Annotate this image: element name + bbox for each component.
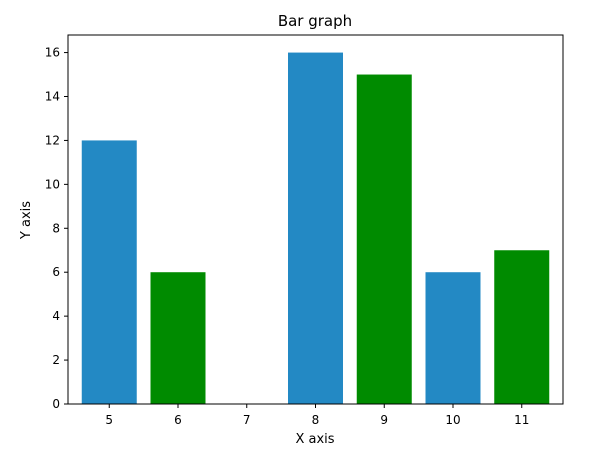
y-tick-label: 8 [52, 221, 60, 235]
y-tick-label: 0 [52, 397, 60, 411]
bar-8 [288, 52, 343, 404]
y-tick-label: 16 [45, 46, 60, 60]
y-ticks-group: 0 2 4 6 8 10 12 14 16 [45, 46, 68, 411]
bar-10 [425, 272, 481, 404]
x-tick-label: 11 [514, 413, 529, 427]
x-tick-label: 5 [105, 413, 113, 427]
x-tick-label: 10 [445, 413, 460, 427]
x-ticks-group: 5 6 7 8 9 10 11 [105, 404, 529, 427]
bar-9 [356, 74, 412, 405]
y-tick-label: 6 [52, 265, 60, 279]
plot-frame [67, 34, 564, 405]
chart-title: Bar graph [278, 12, 352, 30]
bar-6 [150, 272, 206, 404]
x-tick-label: 6 [174, 413, 182, 427]
bar-5 [81, 140, 137, 404]
x-tick-label: 7 [243, 413, 251, 427]
bar-11 [494, 250, 550, 404]
y-tick-label: 12 [45, 133, 60, 147]
y-tick-label: 10 [45, 177, 60, 191]
bars-group [81, 52, 550, 405]
x-axis-label: X axis [295, 432, 334, 447]
x-tick-label: 8 [312, 413, 320, 427]
y-tick-label: 2 [52, 353, 60, 367]
x-tick-label: 9 [380, 413, 388, 427]
y-tick-label: 14 [45, 90, 60, 104]
y-tick-label: 4 [52, 309, 60, 323]
y-axis-label: Y axis [19, 201, 34, 240]
